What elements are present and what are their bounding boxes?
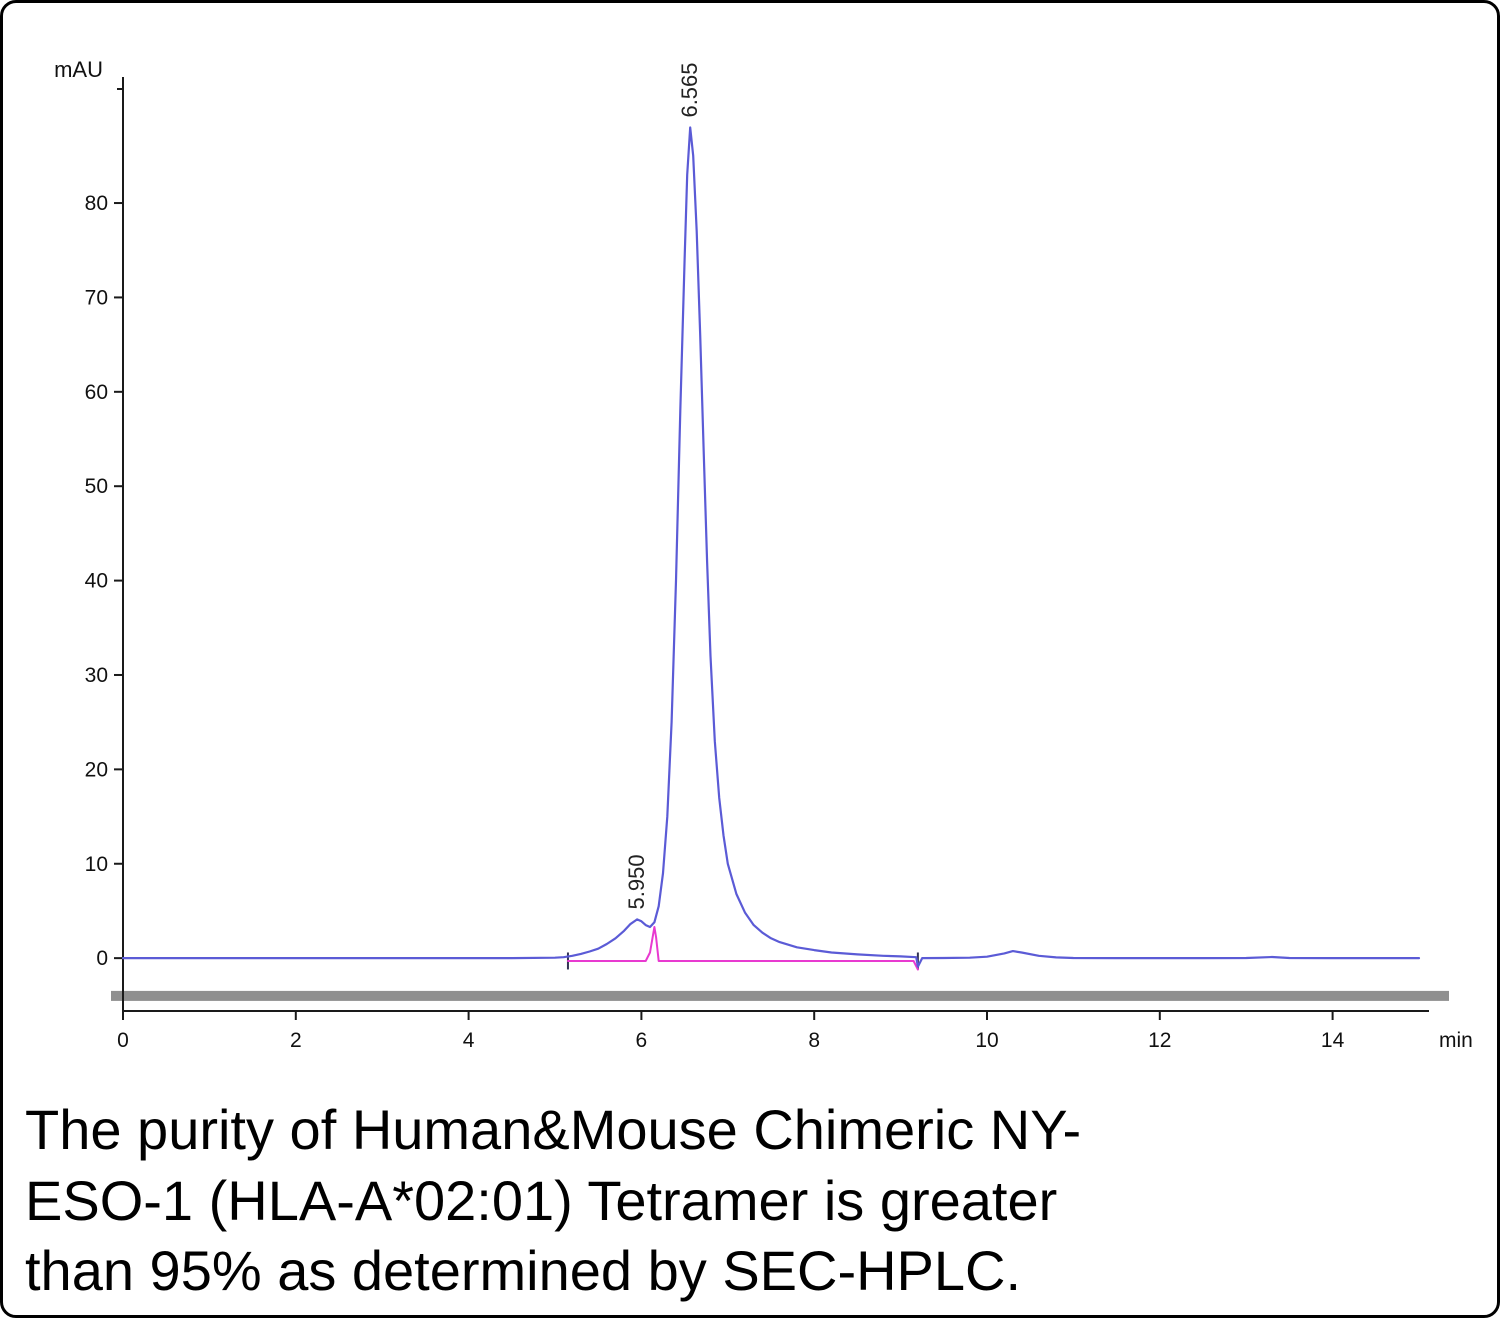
sec-hplc-chromatogram: 0 10 20 30 40 50 60 70 80 mAU 0 2 4 6 8 10 12 14 min 5.950 6… — [54, 57, 1473, 1052]
caption-line: than 95% as determined by SEC-HPLC. — [25, 1239, 1022, 1303]
svg-text:mAU: mAU — [54, 57, 103, 82]
svg-text:70: 70 — [85, 286, 108, 309]
svg-text:20: 20 — [85, 758, 108, 781]
svg-text:5.950: 5.950 — [624, 854, 649, 909]
figure-caption: The purity of Human&Mouse Chimeric NY- E… — [25, 1095, 1205, 1307]
svg-text:4: 4 — [463, 1029, 475, 1052]
svg-text:10: 10 — [85, 853, 108, 876]
svg-text:12: 12 — [1148, 1029, 1171, 1052]
svg-text:8: 8 — [808, 1029, 820, 1052]
svg-text:6: 6 — [636, 1029, 648, 1052]
svg-text:min: min — [1439, 1029, 1473, 1052]
svg-text:2: 2 — [290, 1029, 302, 1052]
svg-text:80: 80 — [85, 192, 108, 215]
svg-text:30: 30 — [85, 664, 108, 687]
svg-text:0: 0 — [96, 947, 108, 970]
caption-line: The purity of Human&Mouse Chimeric NY- — [25, 1098, 1082, 1161]
svg-text:50: 50 — [85, 475, 108, 498]
svg-text:0: 0 — [117, 1029, 129, 1052]
chromatogram-panel: 0 10 20 30 40 50 60 70 80 mAU 0 2 4 6 8 10 12 14 min 5.950 6… — [11, 11, 1491, 1073]
svg-text:40: 40 — [85, 570, 108, 593]
caption-line: ESO-1 (HLA-A*02:01) Tetramer is greater — [25, 1168, 1058, 1232]
svg-text:14: 14 — [1321, 1029, 1345, 1052]
svg-text:60: 60 — [85, 381, 108, 404]
svg-text:10: 10 — [975, 1029, 998, 1052]
svg-text:6.565: 6.565 — [677, 62, 702, 117]
